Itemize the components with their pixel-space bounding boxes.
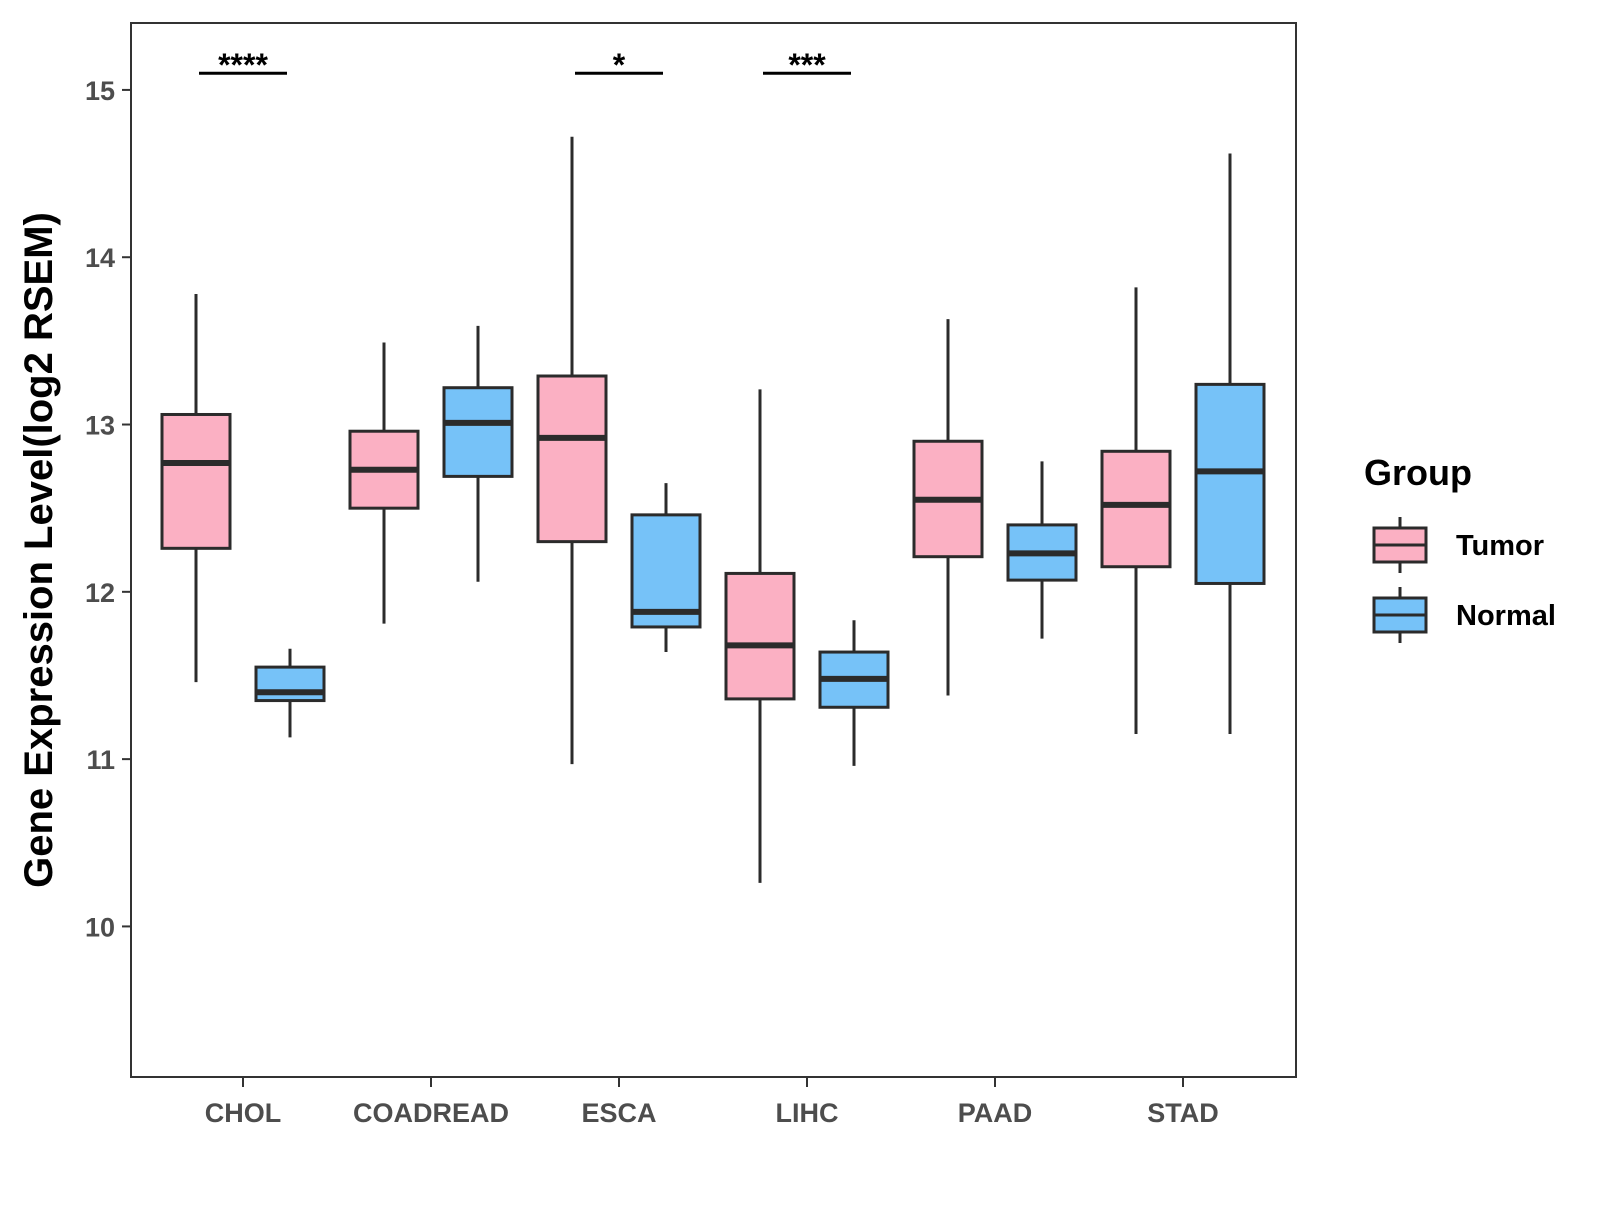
y-tick-label: 14 — [85, 243, 115, 273]
box-tumor-paad — [912, 319, 984, 696]
significance-label: * — [613, 47, 626, 83]
box-iqr — [536, 374, 608, 544]
y-tick-label: 13 — [85, 411, 115, 441]
y-tick-label: 15 — [85, 76, 115, 106]
box-normal-stad — [1194, 153, 1266, 735]
box-normal-coadread — [442, 325, 514, 582]
box-iqr — [160, 412, 232, 550]
x-tick-label: LIHC — [776, 1098, 839, 1128]
box-tumor-lihc — [724, 389, 796, 883]
legend-item-normal: Normal — [1372, 587, 1556, 643]
legend-item-tumor: Tumor — [1372, 517, 1544, 573]
box-tumor-stad — [1100, 287, 1172, 735]
panel-border — [130, 22, 1297, 1078]
box-normal-esca — [630, 483, 702, 653]
box-normal-chol — [254, 648, 326, 738]
box-tumor-coadread — [348, 342, 420, 624]
box-iqr — [1194, 382, 1266, 585]
box-tumor-esca — [536, 136, 608, 765]
plot-area: 10 11 12 13 14 15 CHOL COADREAD ESCA LIHC PAAD STAD… — [85, 47, 1266, 1128]
x-tick-label: ESCA — [581, 1098, 656, 1128]
box-iqr — [254, 665, 326, 703]
x-tick-label: COADREAD — [353, 1098, 509, 1128]
legend-label: Normal — [1456, 600, 1556, 632]
box-iqr — [442, 386, 514, 478]
significance-label: **** — [218, 47, 268, 83]
y-tick-label: 10 — [85, 912, 115, 942]
box-normal-paad — [1006, 461, 1078, 639]
box-iqr — [724, 571, 796, 701]
legend-label: Tumor — [1456, 530, 1544, 562]
legend: Group Tumor Normal — [1364, 452, 1556, 643]
x-tick-label: STAD — [1147, 1098, 1219, 1128]
box-iqr — [630, 513, 702, 629]
y-axis-title: Gene Expression Level(log2 RSEM) — [17, 212, 61, 888]
significance-label: *** — [788, 47, 826, 83]
box-tumor-chol — [160, 294, 232, 683]
box-normal-lihc — [818, 620, 890, 766]
legend-title: Group — [1364, 452, 1472, 493]
x-tick-label: CHOL — [205, 1098, 282, 1128]
y-tick-label: 11 — [86, 745, 115, 775]
box-iqr — [1100, 449, 1172, 569]
x-tick-label: PAAD — [958, 1098, 1033, 1128]
y-tick-label: 12 — [85, 578, 115, 608]
